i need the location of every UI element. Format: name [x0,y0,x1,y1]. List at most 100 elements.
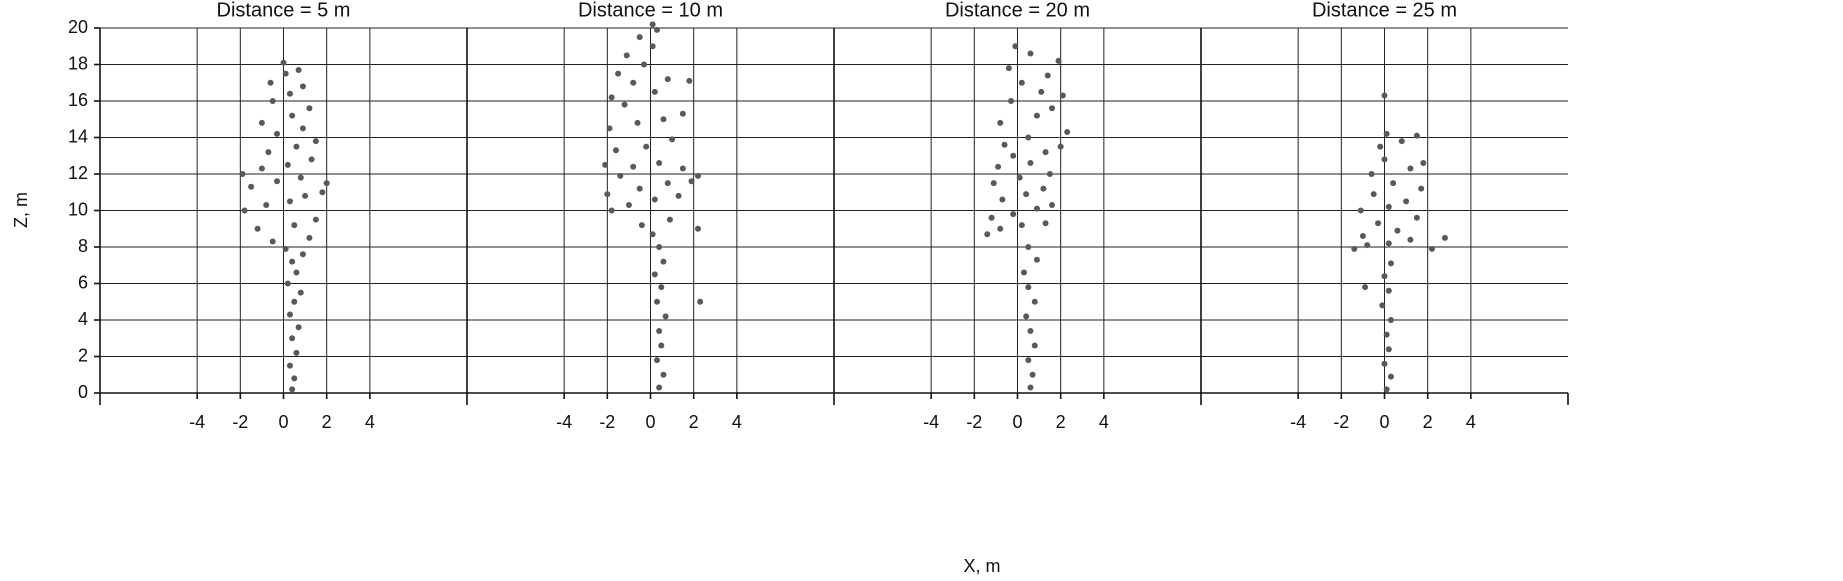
point [1033,112,1040,119]
point [1351,245,1358,252]
point [1025,134,1032,141]
point [999,196,1006,203]
y-tick-label: 14 [68,126,88,146]
point [984,231,991,238]
point [664,180,671,187]
panel-title: Distance = 5 m [217,0,351,21]
y-axis-label: Z, m [11,192,31,228]
point [625,202,632,209]
point [1018,222,1025,229]
point [282,70,289,77]
point [295,324,302,331]
point [258,165,265,172]
point [653,298,660,305]
point [1031,298,1038,305]
point [1403,198,1410,205]
point [1027,327,1034,334]
x-tick-label: 2 [1056,412,1066,432]
point [656,160,663,167]
point [1057,143,1064,150]
point [997,225,1004,232]
point [621,101,628,108]
point [299,251,306,258]
point [664,76,671,83]
point [658,284,665,291]
point [1385,203,1392,210]
point [293,269,300,276]
point [282,245,289,252]
point [660,258,667,265]
point [1025,357,1032,364]
point [297,174,304,181]
point [1040,185,1047,192]
point [1379,302,1386,309]
point [617,172,624,179]
y-tick-label: 6 [78,272,88,292]
x-tick-label: -2 [1333,412,1349,432]
y-tick-label: 10 [68,199,88,219]
point [1027,50,1034,57]
point [1001,141,1008,148]
point [1055,57,1062,64]
point [280,59,287,66]
point [686,77,693,84]
point [636,34,643,41]
x-tick-label: -2 [966,412,982,432]
x-tick-label: 0 [1012,412,1022,432]
point [302,192,309,199]
point [666,216,673,223]
point [1033,256,1040,263]
point [286,90,293,97]
point [299,125,306,132]
point [615,70,622,77]
point [656,244,663,250]
point [299,83,306,90]
point [660,116,667,123]
point [258,119,265,126]
point [995,163,1002,170]
point [653,357,660,364]
point [1383,331,1390,338]
y-tick-label: 4 [78,309,88,329]
y-tick-label: 8 [78,236,88,256]
point [1359,233,1366,240]
x-tick-label: -4 [1290,412,1306,432]
point [643,143,650,150]
point [289,112,296,119]
point [291,375,298,382]
point [284,161,291,168]
point [1005,65,1012,72]
point [1016,174,1023,181]
point [1377,143,1384,150]
point [679,110,686,117]
point [1025,284,1032,291]
point [604,191,611,198]
point [656,384,663,391]
point [638,222,645,229]
point [988,214,995,221]
point [265,149,272,156]
point [1390,180,1397,187]
x-tick-label: -4 [923,412,939,432]
point [697,298,704,305]
point [239,171,246,177]
point [1031,342,1038,349]
panel-title: Distance = 10 m [578,0,723,21]
point [289,335,296,342]
point [679,165,686,172]
point [1364,242,1371,249]
point [291,222,298,229]
y-tick-label: 20 [68,17,88,37]
point [1413,214,1420,221]
point [1428,245,1435,252]
point [630,79,637,86]
point [1044,72,1051,79]
point [634,119,641,126]
point [612,147,619,154]
x-tick-label: -4 [556,412,572,432]
x-axis-label: X, m [963,556,1000,576]
point [319,189,326,196]
x-tick-label: -2 [599,412,615,432]
point [1033,205,1040,212]
